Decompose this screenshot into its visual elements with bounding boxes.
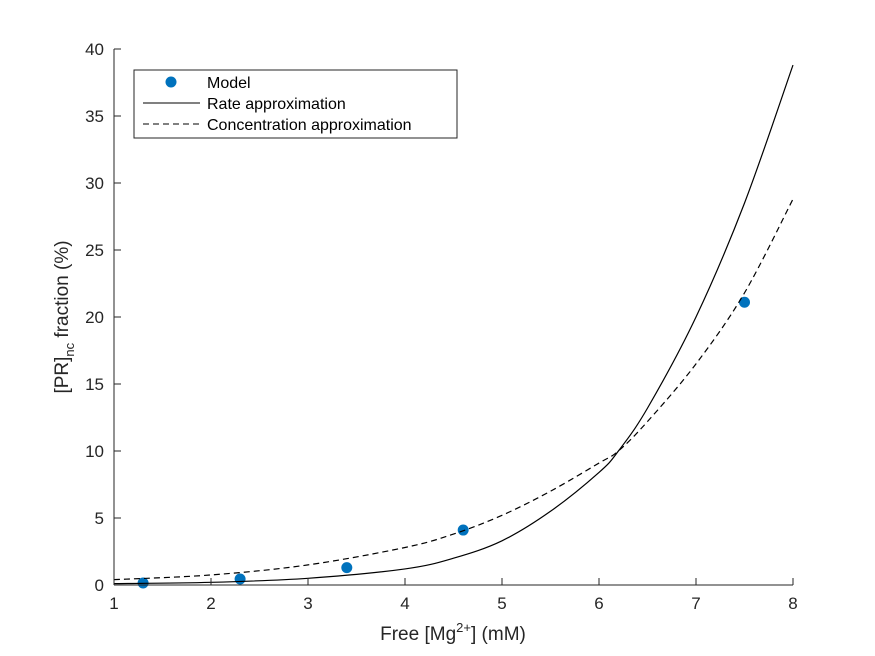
y-tick-label: 15 [85,375,104,394]
y-tick-label: 0 [95,576,104,595]
x-tick-label: 2 [206,594,215,613]
legend-model-label: Model [207,75,251,92]
y-tick-label: 35 [85,107,104,126]
x-tick-label: 8 [788,594,797,613]
y-tick-label: 25 [85,241,104,260]
legend-concentration-label: Concentration approximation [207,117,412,134]
legend-rate-label: Rate approximation [207,96,346,113]
y-tick-label: 5 [95,509,104,528]
x-tick-label: 1 [109,594,118,613]
legend: Model Rate approximation Concentration a… [133,69,458,139]
concentration-approximation-line [113,198,794,581]
ticks-layer: 1 2 3 4 5 6 7 8 0 5 10 15 20 25 30 35 40 [85,40,798,613]
legend-model-marker [165,76,177,88]
x-tick-label: 5 [497,594,506,613]
model-data-point [341,562,353,574]
x-tick-label: 3 [303,594,312,613]
x-tick-label: 7 [691,594,700,613]
y-axis-label: [PR]nc fraction (%) [52,240,77,393]
y-tick-label: 10 [85,442,104,461]
x-tick-label: 6 [594,594,603,613]
x-axis-label: Free [Mg2+] (mM) [380,620,526,645]
model-data-point [234,573,246,585]
model-data-point [739,296,750,308]
x-tick-label: 4 [400,594,409,613]
y-tick-label: 20 [85,308,104,327]
legend-box [133,69,458,139]
y-tick-label: 30 [85,174,104,193]
y-tick-label: 40 [85,40,104,59]
model-data-point [457,524,469,536]
